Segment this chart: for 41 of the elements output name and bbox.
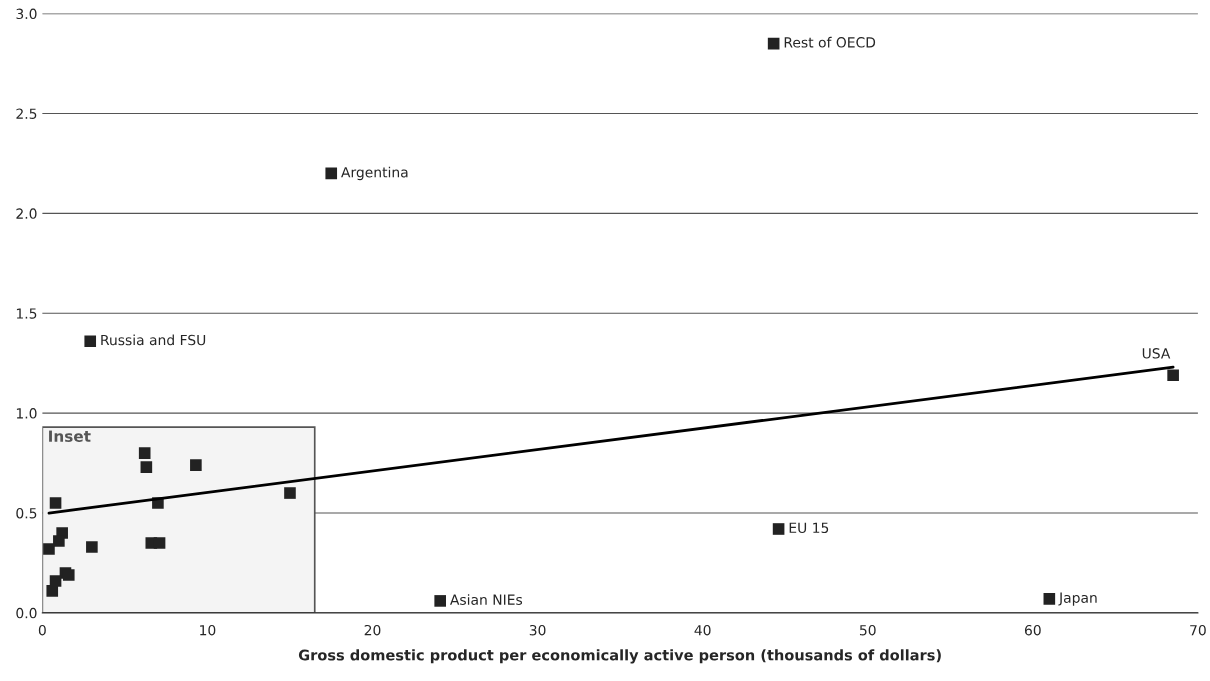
y-tick-label: 2.5 [16,108,37,119]
y-tick-label: 3.0 [16,8,37,20]
series-label: Asian NIEs [450,594,523,605]
point [434,595,446,607]
series-label: Rest of OECD [784,36,876,48]
x-tick-label: 30 [529,624,546,636]
x-axis-title: Gross domestic product per economically active person (thousands of dollars) [298,649,941,664]
x-tick-label: 40 [694,624,711,636]
y-tick-label: 0.5 [16,507,37,519]
point [284,487,296,499]
point [53,535,65,547]
point [46,585,59,597]
series-label: USA [1142,348,1171,359]
y-tick-label: 0.0 [16,607,37,619]
point [43,543,55,555]
series-label: Russia and FSU [101,334,206,346]
point [86,541,98,553]
point [153,537,166,549]
x-tick-label: 60 [1024,624,1041,636]
y-tick-label: 1.5 [16,308,37,319]
x-tick-label: 50 [859,624,876,636]
point [49,497,62,509]
series-label: Japan [1058,592,1097,606]
point [1043,593,1056,605]
point [325,167,338,180]
series-label: Argentina [341,166,408,181]
x-tick-label: 10 [200,624,216,636]
point [190,459,202,471]
series-label: EU 15 [789,522,829,534]
y-tick-label: 2.0 [16,208,37,219]
y-tick-label: 1.0 [16,408,37,419]
x-tick-label: 0 [38,624,46,636]
x-tick-label: 70 [1190,624,1206,636]
point [138,447,151,459]
point [772,523,785,535]
point [84,335,97,348]
x-tick-label: 20 [364,624,381,636]
band-label: Inset [49,430,91,442]
point [1167,369,1179,381]
point [767,37,780,50]
point [140,461,153,473]
